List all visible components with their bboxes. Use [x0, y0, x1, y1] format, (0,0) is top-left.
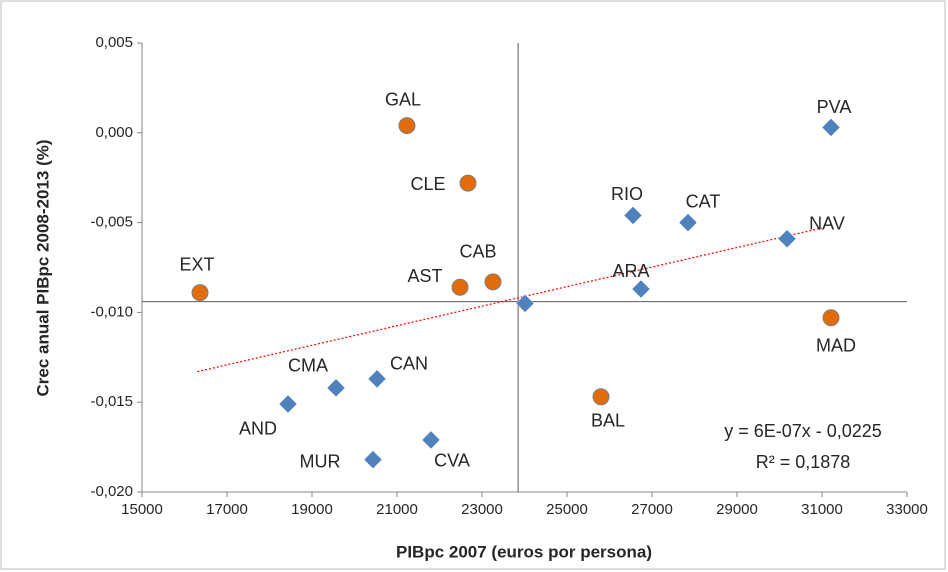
point-label: BAL	[591, 411, 625, 431]
trend-equation: y = 6E-07x - 0,0225	[724, 421, 882, 441]
x-tick-label: 27000	[631, 501, 673, 518]
point	[326, 378, 346, 398]
x-tick-label: 33000	[886, 501, 928, 518]
point-label: MAD	[816, 336, 856, 356]
point-label: EXT	[180, 254, 215, 274]
y-axis-title: Crec anual PIBpc 2008-2013 (%)	[33, 139, 52, 396]
x-tick-label: 17000	[206, 501, 248, 518]
x-tick-label: 15000	[121, 501, 163, 518]
point-label: CAT	[686, 191, 721, 211]
point	[777, 229, 797, 249]
point-label: ARA	[612, 261, 649, 281]
point	[278, 394, 298, 414]
point	[484, 273, 502, 291]
y-tick-label: -0,020	[90, 483, 133, 500]
point-label: CAB	[459, 242, 496, 262]
x-tick-label: 31000	[801, 501, 843, 518]
point	[191, 284, 209, 302]
trendline	[197, 227, 823, 373]
point	[515, 294, 535, 313]
r-squared: R² = 0,1878	[756, 452, 851, 472]
y-tick-label: -0,015	[90, 393, 133, 410]
point-label: RIO	[611, 184, 643, 204]
point-label: NAV	[809, 214, 845, 234]
point-label: CMA	[288, 356, 328, 376]
point-label: AND	[239, 419, 277, 439]
x-tick-label: 23000	[461, 501, 503, 518]
point-label: CVA	[434, 451, 470, 471]
point-label: CAN	[390, 354, 428, 374]
point	[631, 279, 651, 299]
point	[678, 213, 698, 232]
point	[822, 309, 840, 327]
point	[459, 174, 477, 192]
point	[363, 450, 383, 470]
y-tick-label: 0,005	[95, 34, 133, 51]
y-tick-label: -0,005	[90, 214, 133, 231]
point	[821, 118, 841, 137]
point	[398, 117, 416, 135]
x-tick-label: 21000	[376, 501, 418, 518]
point	[451, 278, 469, 296]
point-label: MUR	[299, 451, 340, 471]
x-tick-label: 29000	[716, 501, 758, 518]
x-tick-label: 19000	[291, 501, 333, 518]
y-tick-label: -0,010	[90, 303, 133, 320]
point	[623, 206, 643, 225]
point-label: CLE	[411, 174, 446, 194]
point-label: AST	[408, 266, 443, 286]
x-tick-label: 25000	[546, 501, 588, 518]
x-axis-title: PIBpc 2007 (euros por persona)	[396, 542, 652, 561]
y-tick-label: 0,000	[95, 124, 133, 141]
point	[421, 430, 441, 450]
point-label: GAL	[385, 89, 421, 109]
point	[592, 388, 610, 406]
point-label: PVA	[817, 97, 852, 117]
point	[367, 369, 387, 389]
